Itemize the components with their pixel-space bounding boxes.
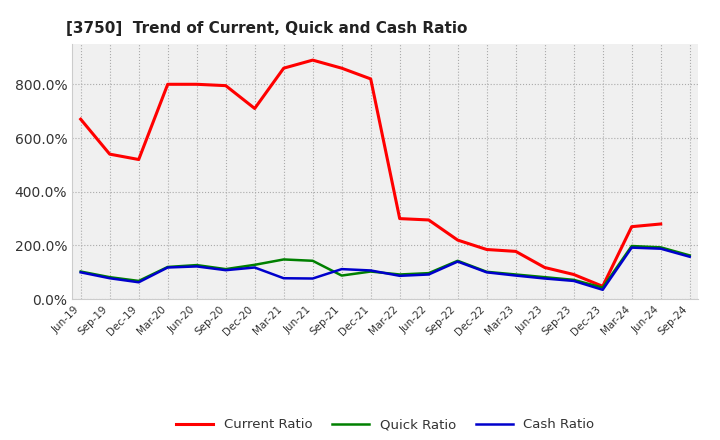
Cash Ratio <box>482 270 491 275</box>
Quick Ratio <box>598 285 607 290</box>
Current Ratio <box>570 272 578 277</box>
Quick Ratio <box>627 243 636 249</box>
Cash Ratio <box>192 264 201 269</box>
Cash Ratio <box>541 276 549 281</box>
Text: [3750]  Trend of Current, Quick and Cash Ratio: [3750] Trend of Current, Quick and Cash … <box>66 21 467 36</box>
Cash Ratio <box>308 276 317 281</box>
Quick Ratio <box>511 272 520 277</box>
Quick Ratio <box>251 262 259 268</box>
Quick Ratio <box>454 258 462 264</box>
Cash Ratio <box>598 287 607 293</box>
Current Ratio <box>105 151 114 157</box>
Current Ratio <box>76 117 85 122</box>
Current Ratio <box>163 82 172 87</box>
Current Ratio <box>395 216 404 221</box>
Cash Ratio <box>366 268 375 273</box>
Line: Cash Ratio: Cash Ratio <box>81 248 690 290</box>
Current Ratio <box>541 265 549 270</box>
Current Ratio <box>135 157 143 162</box>
Cash Ratio <box>570 278 578 283</box>
Quick Ratio <box>395 272 404 277</box>
Quick Ratio <box>192 262 201 268</box>
Quick Ratio <box>482 269 491 275</box>
Cash Ratio <box>105 275 114 281</box>
Current Ratio <box>627 224 636 229</box>
Current Ratio <box>482 247 491 252</box>
Line: Quick Ratio: Quick Ratio <box>81 246 690 288</box>
Quick Ratio <box>366 269 375 274</box>
Cash Ratio <box>338 267 346 272</box>
Cash Ratio <box>279 275 288 281</box>
Quick Ratio <box>76 269 85 274</box>
Cash Ratio <box>251 265 259 270</box>
Quick Ratio <box>424 271 433 276</box>
Current Ratio <box>221 83 230 88</box>
Quick Ratio <box>105 275 114 280</box>
Quick Ratio <box>221 267 230 272</box>
Quick Ratio <box>541 275 549 280</box>
Current Ratio <box>657 221 665 227</box>
Current Ratio <box>424 217 433 223</box>
Current Ratio <box>454 238 462 243</box>
Quick Ratio <box>308 258 317 264</box>
Cash Ratio <box>76 270 85 275</box>
Current Ratio <box>192 82 201 87</box>
Cash Ratio <box>511 273 520 278</box>
Quick Ratio <box>163 264 172 270</box>
Cash Ratio <box>163 265 172 270</box>
Legend: Current Ratio, Quick Ratio, Cash Ratio: Current Ratio, Quick Ratio, Cash Ratio <box>171 413 600 436</box>
Current Ratio <box>338 66 346 71</box>
Line: Current Ratio: Current Ratio <box>81 60 661 286</box>
Quick Ratio <box>685 253 694 258</box>
Quick Ratio <box>135 278 143 283</box>
Quick Ratio <box>570 277 578 282</box>
Current Ratio <box>366 76 375 81</box>
Current Ratio <box>308 58 317 63</box>
Cash Ratio <box>627 245 636 250</box>
Cash Ratio <box>657 246 665 251</box>
Quick Ratio <box>338 273 346 278</box>
Cash Ratio <box>454 259 462 264</box>
Cash Ratio <box>395 273 404 279</box>
Cash Ratio <box>221 268 230 273</box>
Cash Ratio <box>685 254 694 260</box>
Quick Ratio <box>279 257 288 262</box>
Current Ratio <box>598 284 607 289</box>
Cash Ratio <box>135 280 143 285</box>
Current Ratio <box>251 106 259 111</box>
Current Ratio <box>511 249 520 254</box>
Cash Ratio <box>424 272 433 277</box>
Quick Ratio <box>657 245 665 250</box>
Current Ratio <box>279 66 288 71</box>
